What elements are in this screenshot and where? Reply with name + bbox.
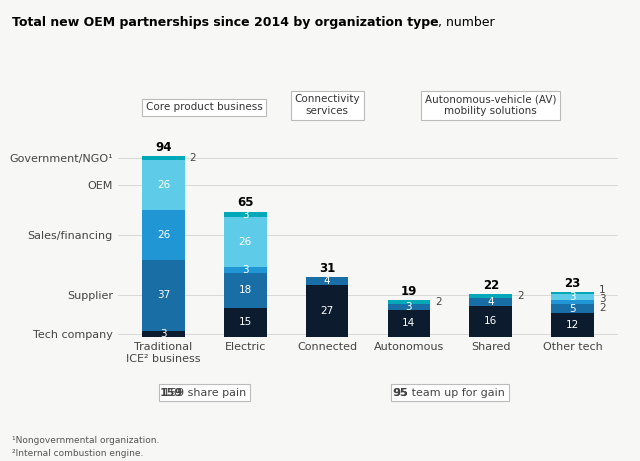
Bar xyxy=(551,304,594,313)
Bar xyxy=(551,300,594,304)
Bar xyxy=(224,308,266,337)
Text: 23: 23 xyxy=(564,277,580,290)
Text: Core product business: Core product business xyxy=(146,102,262,112)
Text: 159 share pain: 159 share pain xyxy=(163,388,246,397)
Text: 14: 14 xyxy=(403,318,415,328)
Bar xyxy=(142,331,185,337)
Bar xyxy=(551,313,594,337)
Bar xyxy=(551,294,594,300)
Text: 95 team up for gain: 95 team up for gain xyxy=(394,388,505,397)
Text: 159: 159 xyxy=(160,388,183,397)
Bar xyxy=(306,284,348,337)
Bar xyxy=(388,304,430,310)
Text: 65: 65 xyxy=(237,196,253,209)
Text: 26: 26 xyxy=(157,180,170,190)
Text: 15: 15 xyxy=(239,317,252,327)
Text: 18: 18 xyxy=(239,285,252,296)
Bar xyxy=(388,310,430,337)
Text: 19: 19 xyxy=(401,285,417,298)
Text: 16: 16 xyxy=(484,316,497,326)
Text: , number: , number xyxy=(438,16,495,29)
Text: 3: 3 xyxy=(569,292,576,302)
Text: 22: 22 xyxy=(483,279,499,292)
Bar xyxy=(551,292,594,294)
Text: 5: 5 xyxy=(569,304,576,313)
Text: Total new OEM partnerships since 2014 by organization type: Total new OEM partnerships since 2014 by… xyxy=(12,16,438,29)
Text: Autonomous-vehicle (AV)
mobility solutions: Autonomous-vehicle (AV) mobility solutio… xyxy=(425,95,557,116)
Text: 26: 26 xyxy=(157,230,170,240)
Text: 4: 4 xyxy=(488,297,494,307)
Text: 2: 2 xyxy=(189,153,196,163)
Bar xyxy=(142,156,185,160)
Text: Connectivity
services: Connectivity services xyxy=(294,95,360,116)
Bar xyxy=(470,294,512,298)
Text: 3: 3 xyxy=(242,210,248,219)
Bar xyxy=(224,218,266,267)
Text: 94: 94 xyxy=(155,141,172,154)
Text: 1: 1 xyxy=(599,285,605,296)
Bar xyxy=(224,267,266,273)
Text: 3: 3 xyxy=(599,294,605,304)
Bar xyxy=(388,300,430,304)
Text: 12: 12 xyxy=(566,320,579,330)
Bar xyxy=(470,298,512,306)
Bar xyxy=(470,306,512,337)
Bar xyxy=(142,210,185,260)
Text: 26: 26 xyxy=(239,237,252,248)
Bar xyxy=(142,260,185,331)
Bar xyxy=(224,273,266,308)
Bar xyxy=(142,160,185,210)
Text: ¹Nongovernmental organization.: ¹Nongovernmental organization. xyxy=(12,436,159,445)
Text: 31: 31 xyxy=(319,262,335,275)
Text: ²Internal combustion engine.: ²Internal combustion engine. xyxy=(12,449,143,458)
Text: 3: 3 xyxy=(406,302,412,312)
Bar xyxy=(306,277,348,284)
Text: 27: 27 xyxy=(321,306,333,316)
Text: 3: 3 xyxy=(242,265,248,275)
Text: 2: 2 xyxy=(599,303,605,313)
Text: 95: 95 xyxy=(392,388,408,397)
Text: 3: 3 xyxy=(160,329,167,339)
Bar xyxy=(224,212,266,218)
Text: 2: 2 xyxy=(517,291,524,301)
Text: 2: 2 xyxy=(435,297,442,307)
Text: 4: 4 xyxy=(324,276,330,286)
Text: 37: 37 xyxy=(157,290,170,300)
